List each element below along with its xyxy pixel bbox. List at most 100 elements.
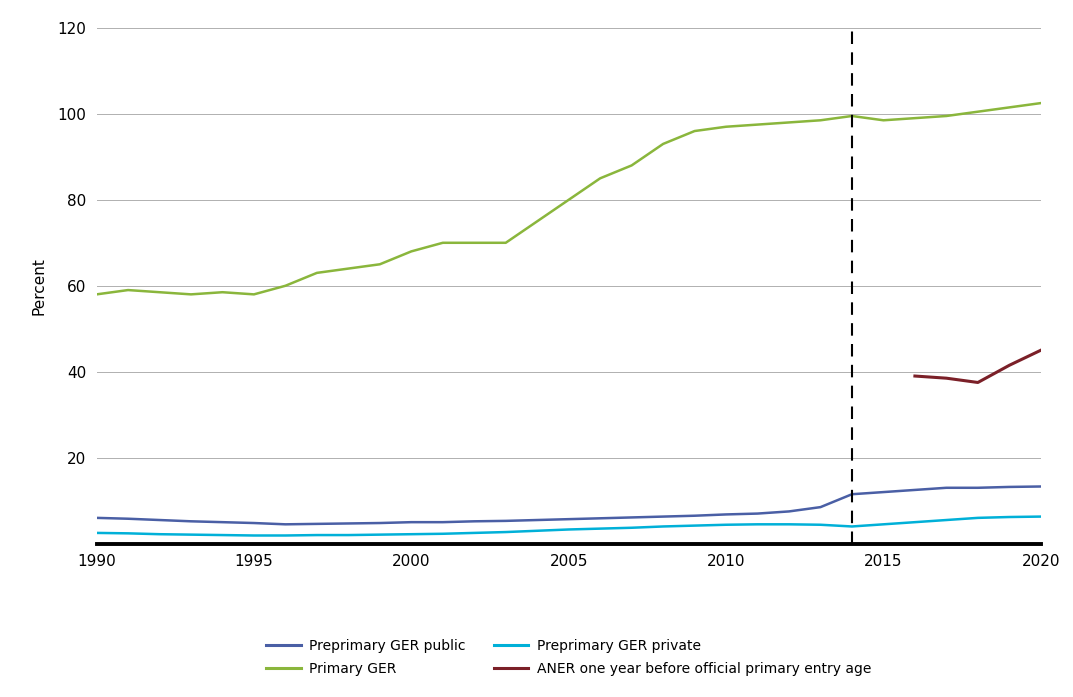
Primary GER [153, 288, 166, 296]
Preprimary GER private [1034, 512, 1047, 521]
Preprimary GER private [720, 521, 733, 529]
Primary GER [877, 116, 890, 125]
Primary GER [593, 174, 606, 183]
ANER one year before official primary entry age [909, 372, 922, 381]
Preprimary GER public [1034, 482, 1047, 491]
Preprimary GER public [279, 520, 292, 528]
Preprimary GER private [153, 530, 166, 538]
Line: ANER one year before official primary entry age: ANER one year before official primary en… [915, 351, 1041, 383]
Preprimary GER private [121, 529, 134, 537]
Preprimary GER private [310, 531, 323, 539]
Preprimary GER public [499, 516, 512, 525]
Primary GER [1003, 103, 1016, 112]
Preprimary GER private [782, 520, 795, 528]
Preprimary GER private [877, 520, 890, 528]
Preprimary GER private [499, 528, 512, 536]
Preprimary GER private [248, 531, 261, 539]
Primary GER [814, 116, 827, 125]
ANER one year before official primary entry age [1034, 346, 1047, 355]
Primary GER [720, 123, 733, 131]
Preprimary GER private [593, 524, 606, 533]
Preprimary GER public [940, 484, 953, 492]
Primary GER [373, 260, 386, 268]
Primary GER [971, 107, 984, 116]
Preprimary GER public [909, 486, 922, 494]
Primary GER [405, 247, 417, 256]
Primary GER [940, 112, 953, 120]
Primary GER [531, 217, 544, 226]
Preprimary GER private [971, 514, 984, 522]
Preprimary GER public [373, 519, 386, 527]
ANER one year before official primary entry age [940, 374, 953, 383]
Primary GER [562, 196, 575, 204]
Preprimary GER private [846, 522, 858, 530]
Primary GER [248, 290, 261, 298]
Preprimary GER private [562, 526, 575, 534]
Line: Preprimary GER private: Preprimary GER private [97, 516, 1041, 535]
Preprimary GER private [751, 520, 764, 528]
Preprimary GER public [185, 517, 197, 526]
Preprimary GER private [814, 521, 827, 529]
Preprimary GER public [90, 514, 103, 522]
Preprimary GER public [688, 512, 701, 520]
Preprimary GER private [940, 516, 953, 524]
Preprimary GER private [909, 518, 922, 526]
Y-axis label: Percent: Percent [31, 256, 46, 315]
Primary GER [90, 290, 103, 298]
Preprimary GER private [468, 529, 481, 537]
Preprimary GER public [593, 514, 606, 523]
Primary GER [688, 127, 701, 135]
Preprimary GER public [437, 518, 450, 526]
Preprimary GER public [751, 510, 764, 518]
Primary GER [751, 121, 764, 129]
Preprimary GER private [90, 529, 103, 537]
Preprimary GER private [626, 523, 638, 532]
Primary GER [626, 161, 638, 169]
Primary GER [342, 264, 355, 273]
Preprimary GER private [373, 530, 386, 539]
Preprimary GER public [248, 519, 261, 527]
Line: Primary GER: Primary GER [97, 103, 1041, 294]
Preprimary GER public [216, 518, 229, 526]
Preprimary GER private [1003, 513, 1016, 521]
Preprimary GER private [688, 521, 701, 530]
Primary GER [310, 269, 323, 277]
Primary GER [279, 282, 292, 290]
Line: Preprimary GER public: Preprimary GER public [97, 487, 1041, 524]
Preprimary GER public [468, 517, 481, 526]
Primary GER [468, 238, 481, 247]
Primary GER [216, 288, 229, 296]
Preprimary GER private [279, 531, 292, 539]
Primary GER [782, 118, 795, 127]
Primary GER [657, 140, 670, 148]
Preprimary GER public [531, 516, 544, 524]
Preprimary GER public [720, 510, 733, 519]
Preprimary GER public [405, 518, 417, 526]
Primary GER [121, 286, 134, 294]
Preprimary GER public [846, 490, 858, 498]
Preprimary GER public [310, 520, 323, 528]
Preprimary GER private [405, 530, 417, 538]
Preprimary GER public [877, 488, 890, 496]
Preprimary GER public [657, 512, 670, 521]
Preprimary GER private [342, 531, 355, 539]
ANER one year before official primary entry age [1003, 361, 1016, 369]
ANER one year before official primary entry age [971, 378, 984, 387]
Primary GER [437, 238, 450, 247]
Primary GER [499, 238, 512, 247]
Preprimary GER public [1003, 483, 1016, 491]
Preprimary GER private [185, 530, 197, 539]
Preprimary GER private [216, 531, 229, 539]
Preprimary GER public [782, 507, 795, 516]
Preprimary GER private [531, 527, 544, 535]
Preprimary GER public [971, 484, 984, 492]
Primary GER [1034, 99, 1047, 107]
Preprimary GER public [342, 519, 355, 528]
Preprimary GER public [562, 515, 575, 523]
Primary GER [909, 114, 922, 123]
Primary GER [846, 112, 858, 120]
Preprimary GER public [814, 503, 827, 512]
Preprimary GER public [153, 516, 166, 524]
Preprimary GER private [437, 530, 450, 538]
Primary GER [185, 290, 197, 298]
